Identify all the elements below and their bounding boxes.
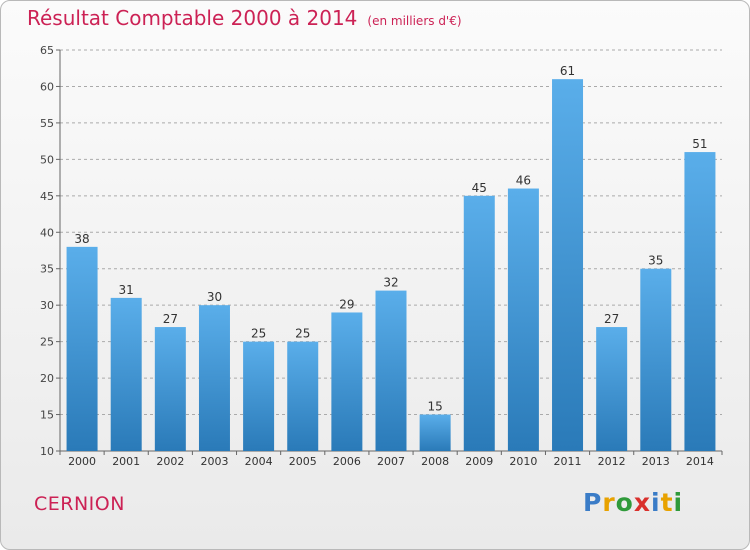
bar: [463, 195, 495, 451]
y-tick-label: 65: [40, 44, 54, 57]
bar: [66, 246, 98, 451]
y-tick-label: 10: [40, 445, 54, 458]
x-tick-label: 2002: [156, 455, 184, 468]
data-label: 32: [383, 276, 398, 290]
y-tick-label: 55: [40, 117, 54, 130]
x-tick-label: 2008: [421, 455, 449, 468]
x-tick-label: 2000: [68, 455, 96, 468]
logo-letter: P: [583, 488, 603, 517]
data-label: 35: [648, 254, 663, 268]
bar: [684, 152, 716, 451]
x-tick-label: 2004: [245, 455, 273, 468]
x-tick-label: 2006: [333, 455, 361, 468]
chart-title: Résultat Comptable 2000 à 2014 (en millie…: [27, 6, 462, 30]
data-label: 29: [339, 297, 354, 311]
logo-letter: r: [602, 488, 616, 517]
bar: [552, 79, 584, 451]
x-tick-label: 2012: [598, 455, 626, 468]
y-tick-label: 40: [40, 226, 54, 239]
bar: [375, 290, 407, 451]
x-tick-label: 2003: [200, 455, 228, 468]
bar: [596, 327, 628, 451]
bar: [507, 188, 539, 451]
y-tick-label: 15: [40, 409, 54, 422]
data-label: 15: [427, 400, 442, 414]
bar: [419, 414, 451, 451]
data-label: 25: [295, 327, 310, 341]
data-label: 51: [692, 137, 707, 151]
logo-letter: t: [660, 488, 674, 517]
logo-letter: x: [633, 488, 651, 517]
y-tick-label: 60: [40, 80, 54, 93]
y-tick-label: 45: [40, 190, 54, 203]
data-label: 27: [604, 312, 619, 326]
x-tick-label: 2013: [642, 455, 670, 468]
data-label: 46: [516, 174, 531, 188]
y-tick-label: 25: [40, 336, 54, 349]
x-tick-label: 2005: [289, 455, 317, 468]
data-label: 31: [119, 283, 134, 297]
y-tick-label: 20: [40, 372, 54, 385]
logo-letter: i: [673, 488, 684, 517]
bar: [640, 268, 672, 451]
bar: [243, 341, 275, 451]
data-label: 45: [472, 181, 487, 195]
x-tick-label: 2014: [686, 455, 714, 468]
y-tick-label: 50: [40, 153, 54, 166]
bar: [287, 341, 319, 451]
x-tick-label: 2010: [509, 455, 537, 468]
x-tick-label: 2001: [112, 455, 140, 468]
y-tick-label: 35: [40, 263, 54, 276]
y-tick-label: 30: [40, 299, 54, 312]
logo-letter: o: [615, 488, 634, 517]
x-tick-label: 2009: [465, 455, 493, 468]
data-label: 38: [74, 232, 89, 246]
bar: [154, 327, 186, 451]
data-label: 30: [207, 290, 222, 304]
bar: [331, 312, 363, 451]
data-label: 61: [560, 64, 575, 78]
bar: [110, 297, 142, 451]
bar: [198, 305, 230, 451]
chart-title-text: Résultat Comptable 2000 à 2014: [27, 6, 358, 30]
logo-letter: i: [651, 488, 661, 517]
data-label: 27: [163, 312, 178, 326]
x-tick-label: 2007: [377, 455, 405, 468]
x-tick-label: 2011: [554, 455, 582, 468]
proxiti-logo: Proxiti: [583, 488, 683, 517]
data-label: 25: [251, 327, 266, 341]
town-name: CERNION: [34, 493, 125, 515]
chart-subtitle: (en milliers d'€): [367, 14, 462, 28]
